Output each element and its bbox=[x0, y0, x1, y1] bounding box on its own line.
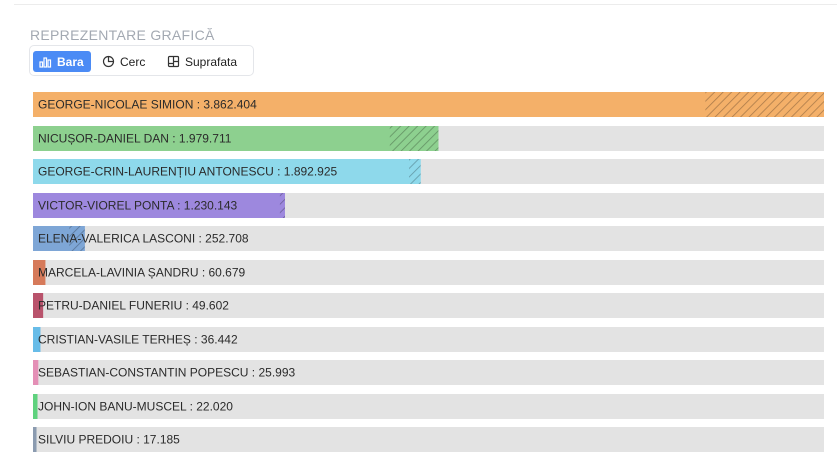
tab-suprafata[interactable]: Suprafata bbox=[167, 51, 237, 72]
bar-chart-icon bbox=[39, 56, 52, 68]
bar-track bbox=[33, 226, 824, 251]
bar[interactable] bbox=[33, 327, 41, 352]
bar-label: CRISTIAN-VASILE TERHEȘ : 36.442 bbox=[38, 333, 238, 347]
bar-hatch-segment bbox=[69, 226, 85, 251]
bar-track bbox=[33, 293, 824, 318]
bar-hatch-segment bbox=[389, 126, 439, 151]
bar-label: SEBASTIAN-CONSTANTIN POPESCU : 25.993 bbox=[38, 366, 296, 380]
bar[interactable] bbox=[33, 260, 46, 285]
bar-label: GEORGE-NICOLAE SIMION : 3.862.404 bbox=[38, 98, 257, 112]
pie-chart-icon bbox=[102, 55, 115, 68]
bar[interactable] bbox=[33, 159, 421, 184]
bar-label: SILVIU PREDOIU : 17.185 bbox=[38, 433, 180, 447]
bar-label: NICUȘOR-DANIEL DAN : 1.979.711 bbox=[38, 132, 232, 146]
chart-type-tabs: Bara Cerc Suprafata bbox=[29, 45, 254, 76]
bar[interactable] bbox=[33, 193, 285, 218]
bar-hatch-segment bbox=[409, 159, 421, 184]
bar[interactable] bbox=[33, 126, 439, 151]
bar-hatch-segment bbox=[279, 193, 285, 218]
tab-cerc[interactable]: Cerc bbox=[102, 51, 145, 72]
bar-track bbox=[33, 360, 824, 385]
bar[interactable] bbox=[33, 92, 824, 117]
bar-hatch-segment bbox=[705, 92, 824, 117]
bar-label: GEORGE-CRIN-LAURENȚIU ANTONESCU : 1.892.… bbox=[38, 165, 338, 179]
section-title: REPREZENTARE GRAFICĂ bbox=[30, 27, 215, 43]
bar[interactable] bbox=[33, 394, 38, 419]
bar-track bbox=[33, 260, 824, 285]
bar[interactable] bbox=[33, 427, 37, 452]
bar-label: MARCELA-LAVINIA ȘANDRU : 60.679 bbox=[38, 266, 246, 280]
bar[interactable] bbox=[33, 293, 44, 318]
bar-track bbox=[33, 394, 824, 419]
bar-label: JOHN-ION BANU-MUSCEL : 22.020 bbox=[38, 400, 233, 414]
tab-bara-label: Bara bbox=[57, 54, 84, 69]
bar-track bbox=[33, 327, 824, 352]
tab-cerc-label: Cerc bbox=[120, 54, 146, 69]
area-chart-icon bbox=[167, 55, 180, 68]
top-divider bbox=[14, 4, 837, 5]
bar[interactable] bbox=[33, 360, 39, 385]
bar-label: ELENA-VALERICA LASCONI : 252.708 bbox=[38, 232, 249, 246]
bar-label: VICTOR-VIOREL PONTA : 1.230.143 bbox=[38, 199, 238, 213]
bar-label: PETRU-DANIEL FUNERIU : 49.602 bbox=[38, 299, 229, 313]
tab-bara[interactable]: Bara bbox=[33, 51, 91, 72]
tab-suprafata-label: Suprafata bbox=[185, 54, 238, 69]
bar-track bbox=[33, 427, 824, 452]
